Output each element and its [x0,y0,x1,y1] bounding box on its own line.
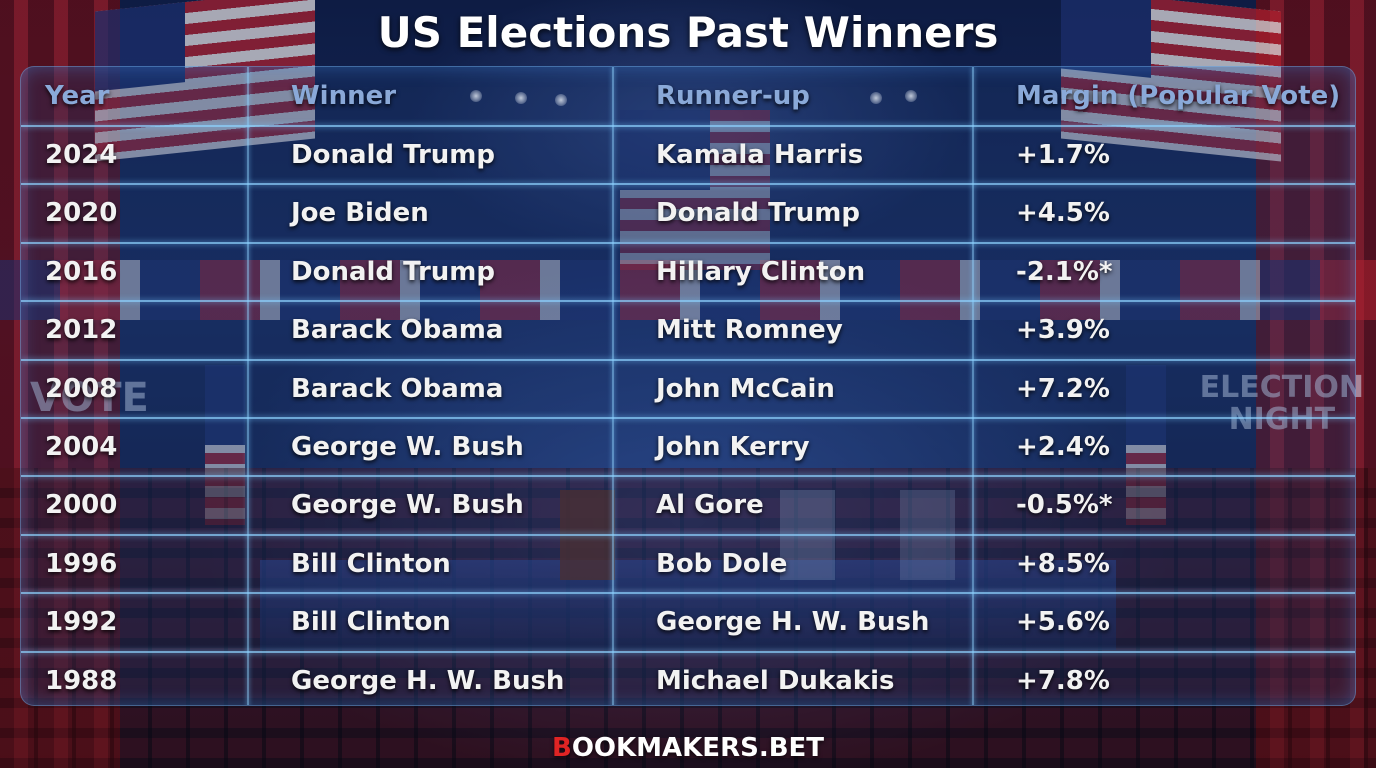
table-row: 2024 Donald Trump Kamala Harris +1.7% [21,126,1355,184]
spotlight [470,90,482,102]
cell-winner: George W. Bush [291,490,524,521]
spotlight [515,92,527,104]
cell-margin: +3.9% [1016,315,1110,346]
header-runner-up: Runner-up [656,81,810,111]
cell-margin: +8.5% [1016,548,1110,579]
spotlight [555,94,567,106]
cell-year: 1988 [45,665,118,696]
results-table: Year Winner Runner-up Margin (Popular Vo… [20,66,1356,706]
row-divider [21,592,1355,595]
table-row: 2012 Barack Obama Mitt Romney +3.9% [21,301,1355,359]
row-divider [21,358,1355,361]
cell-winner: Barack Obama [291,315,504,346]
election-night-sign-line1: ELECTION [1199,370,1364,405]
cell-year: 2000 [45,490,118,521]
election-night-sign-line2: NIGHT [1228,402,1336,437]
cell-winner: Joe Biden [291,198,429,229]
cell-margin: +1.7% [1016,140,1110,170]
row-divider [21,241,1355,244]
cell-winner: George H. W. Bush [291,665,565,696]
bookmakers-bet-logo: BOOKMAKERS.BET [0,733,1376,763]
header-margin: Margin (Popular Vote) [1016,81,1341,111]
row-divider [21,533,1355,536]
row-divider [21,125,1355,127]
row-divider [21,300,1355,303]
cell-winner: Bill Clinton [291,607,451,638]
cell-runner-up: Michael Dukakis [656,665,895,696]
column-divider [247,67,249,705]
logo-first-letter: B [551,733,572,763]
cell-year: 2008 [45,373,118,404]
table-row: 1996 Bill Clinton Bob Dole +8.5% [21,535,1355,593]
table-header-row: Year Winner Runner-up Margin (Popular Vo… [21,67,1355,125]
cell-runner-up: Al Gore [656,490,764,521]
cell-year: 2024 [45,140,118,170]
column-divider [972,67,974,705]
cell-runner-up: John Kerry [656,432,810,462]
cell-margin: -0.5%* [1016,490,1113,521]
table-row: 2008 Barack Obama John McCain +7.2% [21,360,1355,418]
cell-margin: +2.4% [1016,432,1110,462]
cell-runner-up: Bob Dole [656,548,788,579]
row-divider [21,417,1355,419]
column-divider [612,67,614,705]
page-title: US Elections Past Winners [377,8,999,57]
vote-sign: VOTE [30,375,149,421]
table-row: 1988 George H. W. Bush Michael Dukakis +7.8… [21,652,1355,705]
cell-year: 2020 [45,198,118,229]
cell-margin: +7.2% [1016,373,1110,404]
spotlight [870,92,882,104]
table-row: 2000 George W. Bush Al Gore -0.5%* [21,476,1355,534]
cell-year: 1992 [45,607,118,638]
table-row: 2016 Donald Trump Hillary Clinton -2.1%* [21,243,1355,301]
cell-year: 2004 [45,432,118,462]
cell-winner: Barack Obama [291,373,504,404]
cell-runner-up: George H. W. Bush [656,607,930,638]
cell-winner: George W. Bush [291,432,524,462]
cell-margin: +4.5% [1016,198,1110,229]
logo-rest: OOKMAKERS.BET [571,733,825,763]
spotlight [905,90,917,102]
cell-runner-up: John McCain [656,373,835,404]
cell-margin: -2.1%* [1016,256,1113,287]
table-row: 2020 Joe Biden Donald Trump +4.5% [21,184,1355,242]
cell-margin: +5.6% [1016,607,1110,638]
cell-margin: +7.8% [1016,665,1110,696]
cell-winner: Bill Clinton [291,548,451,579]
cell-year: 2012 [45,315,118,346]
flag-bunting [0,260,1376,320]
row-divider [21,650,1355,653]
cell-runner-up: Mitt Romney [656,315,843,346]
table-row: 2004 George W. Bush John Kerry +2.4% [21,418,1355,476]
row-divider [21,475,1355,478]
election-night-sign: ELECTION NIGHT [1200,372,1364,436]
header-year: Year [45,81,110,111]
cell-year: 2016 [45,256,118,287]
header-winner: Winner [291,81,397,111]
table-row: 1992 Bill Clinton George H. W. Bush +5.6% [21,593,1355,651]
cell-year: 1996 [45,548,118,579]
cell-winner: Donald Trump [291,140,495,170]
cell-winner: Donald Trump [291,256,495,287]
cell-runner-up: Donald Trump [656,198,860,229]
row-divider [21,183,1355,186]
cell-runner-up: Hillary Clinton [656,256,866,287]
cell-runner-up: Kamala Harris [656,140,864,170]
